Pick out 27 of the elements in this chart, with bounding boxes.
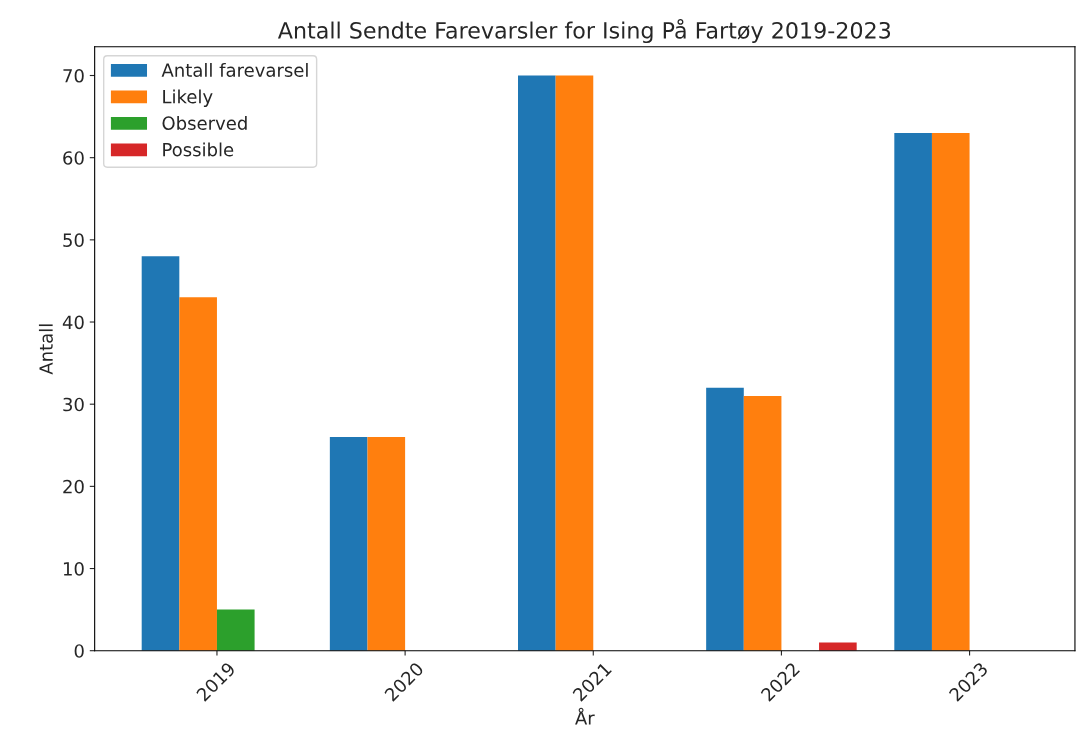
bar xyxy=(329,437,368,651)
bar xyxy=(555,75,594,651)
y-tick-label: 50 xyxy=(63,233,84,247)
y-tick-label: 60 xyxy=(63,151,84,165)
chart-title: Antall Sendte Farevarsler for Ising På Fartøy 2019-2023 xyxy=(277,18,891,44)
bar xyxy=(518,75,556,651)
y-tick-label: 20 xyxy=(63,479,84,494)
bar xyxy=(367,437,406,651)
y-tick-label: 0 xyxy=(74,644,84,658)
legend-label: Possible xyxy=(163,142,234,157)
bar xyxy=(141,256,180,651)
x-axis-title: År xyxy=(575,707,595,725)
bar xyxy=(931,133,970,651)
legend-label: Likely xyxy=(163,89,213,107)
bar xyxy=(894,133,932,651)
y-tick-label: 30 xyxy=(63,397,84,412)
bar xyxy=(216,609,255,651)
bar xyxy=(179,297,217,651)
bar xyxy=(706,387,744,651)
legend-label: Observed xyxy=(162,116,247,130)
y-tick-label: 70 xyxy=(63,68,84,83)
legend-label: Antall farevarsel xyxy=(161,63,308,77)
y-tick-label: 40 xyxy=(62,315,84,330)
y-tick-label: 10 xyxy=(63,561,84,576)
bar xyxy=(743,395,782,651)
y-axis-title: Antall xyxy=(38,324,53,375)
bar xyxy=(819,642,857,651)
